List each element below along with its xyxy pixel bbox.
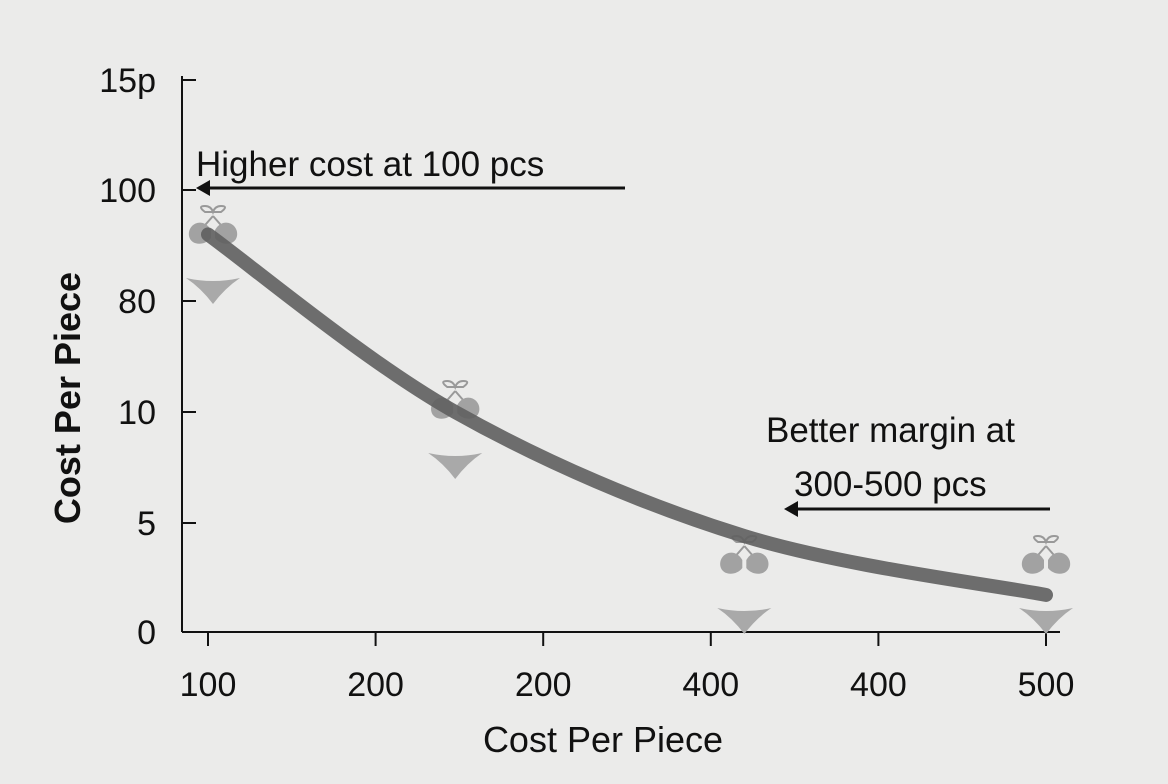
y-tick-label: 10 <box>118 394 156 432</box>
x-tick-label: 500 <box>1018 666 1075 704</box>
x-axis-title: Cost Per Piece <box>483 719 723 760</box>
x-tick-label: 100 <box>180 666 237 704</box>
annotation-better-margin-line1: Better margin at <box>766 411 1015 450</box>
arrowhead-left-icon <box>196 180 210 196</box>
bikini-icon <box>186 204 240 304</box>
y-tick-label: 0 <box>137 614 156 652</box>
annotation-high-cost-text: Higher cost at 100 pcs <box>196 145 544 184</box>
y-tick-label: 15p <box>99 62 156 100</box>
x-tick-label: 200 <box>515 666 572 704</box>
y-tick-label: 100 <box>99 172 156 210</box>
series-line <box>201 227 1053 602</box>
annotation-better-margin: Better margin at 300-500 pcs <box>766 411 1050 517</box>
y-tick-label: 80 <box>118 283 156 321</box>
annotation-high-cost: Higher cost at 100 pcs <box>196 145 625 196</box>
axes <box>181 76 1060 633</box>
x-tick-label: 400 <box>850 666 907 704</box>
arrowhead-left-icon <box>784 501 798 517</box>
y-axis-title: Cost Per Piece <box>47 272 88 524</box>
annotation-better-margin-line2: 300-500 pcs <box>794 465 987 504</box>
x-tick-label: 200 <box>347 666 404 704</box>
y-tick-label: 5 <box>137 505 156 543</box>
x-tick-label: 400 <box>682 666 739 704</box>
bikini-icon <box>1019 534 1073 634</box>
bikini-icon <box>717 534 772 634</box>
